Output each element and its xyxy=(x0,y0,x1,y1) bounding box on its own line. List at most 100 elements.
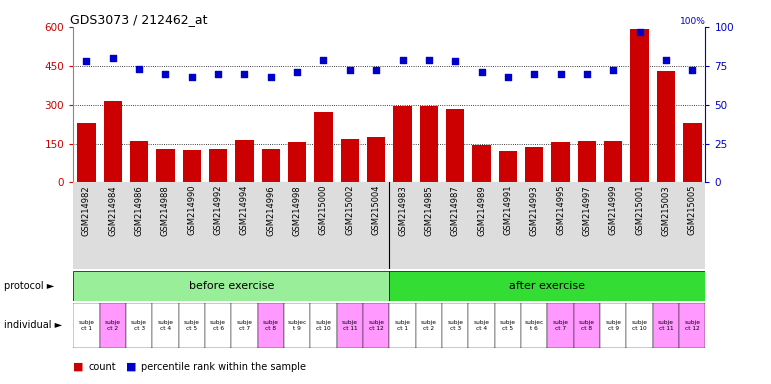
Bar xyxy=(604,141,622,182)
FancyBboxPatch shape xyxy=(389,303,416,348)
Text: GSM214994: GSM214994 xyxy=(240,185,249,235)
FancyBboxPatch shape xyxy=(153,303,179,348)
Bar xyxy=(657,71,675,182)
FancyBboxPatch shape xyxy=(442,303,469,348)
Text: subje
ct 4: subje ct 4 xyxy=(157,320,173,331)
FancyBboxPatch shape xyxy=(469,303,495,348)
Text: subje
ct 9: subje ct 9 xyxy=(605,320,621,331)
Point xyxy=(396,56,409,63)
Text: GSM214998: GSM214998 xyxy=(293,185,301,236)
Text: GSM214995: GSM214995 xyxy=(556,185,565,235)
Text: ■: ■ xyxy=(126,362,136,372)
Bar xyxy=(130,141,148,182)
FancyBboxPatch shape xyxy=(521,303,547,348)
Text: GSM214996: GSM214996 xyxy=(266,185,275,236)
Point xyxy=(607,67,619,73)
Point xyxy=(344,67,356,73)
Text: subje
ct 2: subje ct 2 xyxy=(421,320,437,331)
Point xyxy=(581,71,593,77)
Bar xyxy=(77,123,96,182)
Bar xyxy=(577,141,596,182)
FancyBboxPatch shape xyxy=(205,303,231,348)
Text: subje
ct 3: subje ct 3 xyxy=(131,320,147,331)
FancyBboxPatch shape xyxy=(389,271,705,301)
Text: before exercise: before exercise xyxy=(189,281,274,291)
Text: subje
ct 12: subje ct 12 xyxy=(369,320,384,331)
Point xyxy=(449,58,461,64)
Text: subjec
t 6: subjec t 6 xyxy=(524,320,544,331)
Bar xyxy=(103,101,122,182)
Point xyxy=(634,28,646,35)
FancyBboxPatch shape xyxy=(574,303,600,348)
Point xyxy=(291,69,303,75)
Text: subje
ct 8: subje ct 8 xyxy=(263,320,279,331)
Text: GSM215002: GSM215002 xyxy=(345,185,355,235)
Bar xyxy=(288,142,306,182)
Text: GSM214993: GSM214993 xyxy=(530,185,539,236)
Text: GSM214988: GSM214988 xyxy=(161,185,170,236)
Bar xyxy=(341,139,359,182)
FancyBboxPatch shape xyxy=(679,303,705,348)
FancyBboxPatch shape xyxy=(73,303,99,348)
Point xyxy=(133,66,145,72)
Point xyxy=(264,74,277,80)
FancyBboxPatch shape xyxy=(547,303,574,348)
Point xyxy=(554,71,567,77)
Bar xyxy=(551,142,570,182)
Point xyxy=(686,67,699,73)
Bar xyxy=(473,145,491,182)
Text: subje
ct 12: subje ct 12 xyxy=(685,320,700,331)
Text: GSM214986: GSM214986 xyxy=(135,185,143,236)
Text: subje
ct 8: subje ct 8 xyxy=(579,320,595,331)
Text: 100%: 100% xyxy=(679,17,705,26)
Text: subje
ct 10: subje ct 10 xyxy=(631,320,648,331)
Text: GSM214989: GSM214989 xyxy=(477,185,486,236)
Text: subje
ct 1: subje ct 1 xyxy=(395,320,410,331)
Point xyxy=(502,74,514,80)
Text: GSM214997: GSM214997 xyxy=(582,185,591,236)
FancyBboxPatch shape xyxy=(600,303,626,348)
FancyBboxPatch shape xyxy=(337,303,363,348)
FancyBboxPatch shape xyxy=(416,303,442,348)
Bar xyxy=(446,109,464,182)
Text: GSM214983: GSM214983 xyxy=(398,185,407,236)
Text: subje
ct 11: subje ct 11 xyxy=(658,320,674,331)
FancyBboxPatch shape xyxy=(310,303,337,348)
FancyBboxPatch shape xyxy=(495,303,521,348)
Text: GSM214982: GSM214982 xyxy=(82,185,91,236)
Bar xyxy=(393,106,412,182)
FancyBboxPatch shape xyxy=(231,303,258,348)
Point xyxy=(423,56,435,63)
Bar xyxy=(631,30,649,182)
Bar xyxy=(209,149,227,182)
Text: subje
ct 3: subje ct 3 xyxy=(447,320,463,331)
Point xyxy=(660,56,672,63)
Text: GSM214984: GSM214984 xyxy=(108,185,117,236)
Text: subje
ct 10: subje ct 10 xyxy=(315,320,332,331)
Text: subje
ct 7: subje ct 7 xyxy=(553,320,568,331)
Text: individual ►: individual ► xyxy=(4,320,62,331)
Bar xyxy=(525,147,544,182)
FancyBboxPatch shape xyxy=(179,303,205,348)
Bar xyxy=(261,149,280,182)
FancyBboxPatch shape xyxy=(99,303,126,348)
Text: subje
ct 1: subje ct 1 xyxy=(79,320,94,331)
Bar xyxy=(683,123,702,182)
Text: GDS3073 / 212462_at: GDS3073 / 212462_at xyxy=(70,13,207,26)
Text: GSM214987: GSM214987 xyxy=(451,185,460,236)
Text: GSM214991: GSM214991 xyxy=(503,185,513,235)
Point xyxy=(106,55,119,61)
Text: GSM214999: GSM214999 xyxy=(609,185,618,235)
FancyBboxPatch shape xyxy=(126,303,153,348)
Bar xyxy=(157,149,175,182)
FancyBboxPatch shape xyxy=(258,303,284,348)
Text: after exercise: after exercise xyxy=(510,281,585,291)
Text: protocol ►: protocol ► xyxy=(4,281,54,291)
Text: subje
ct 5: subje ct 5 xyxy=(183,320,200,331)
Point xyxy=(80,58,93,64)
Bar xyxy=(419,106,438,182)
Text: subje
ct 11: subje ct 11 xyxy=(342,320,358,331)
Text: subje
ct 6: subje ct 6 xyxy=(210,320,226,331)
Point xyxy=(186,74,198,80)
Bar xyxy=(499,151,517,182)
